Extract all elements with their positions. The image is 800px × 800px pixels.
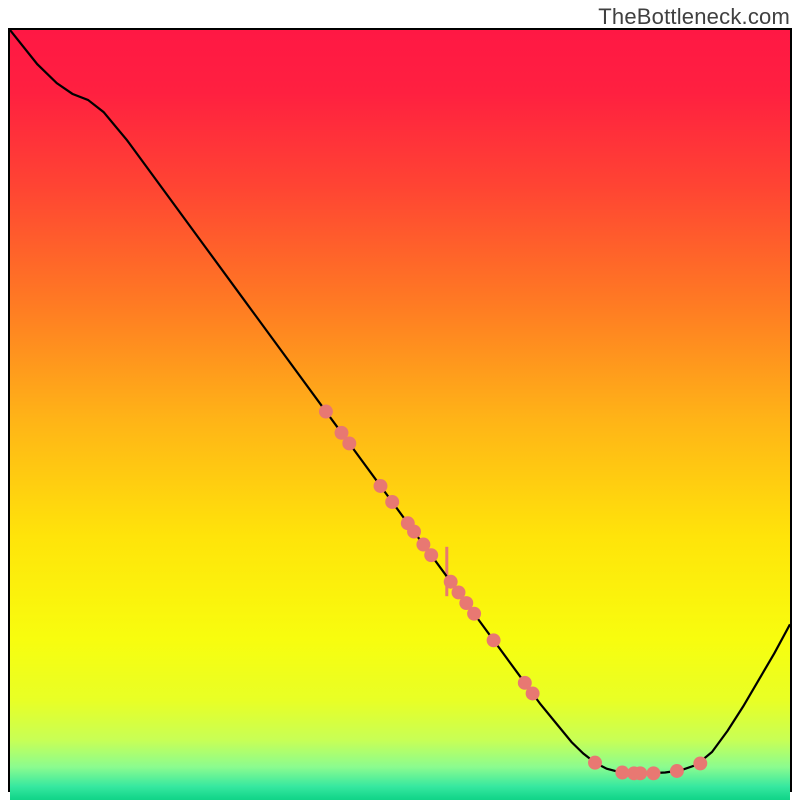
bottleneck-curve <box>10 30 790 773</box>
chart-overlay <box>10 30 790 790</box>
chart-root: TheBottleneck.com <box>0 0 800 800</box>
watermark-label: TheBottleneck.com <box>598 4 790 30</box>
plot-area <box>8 28 792 792</box>
scatter-markers <box>319 405 707 781</box>
